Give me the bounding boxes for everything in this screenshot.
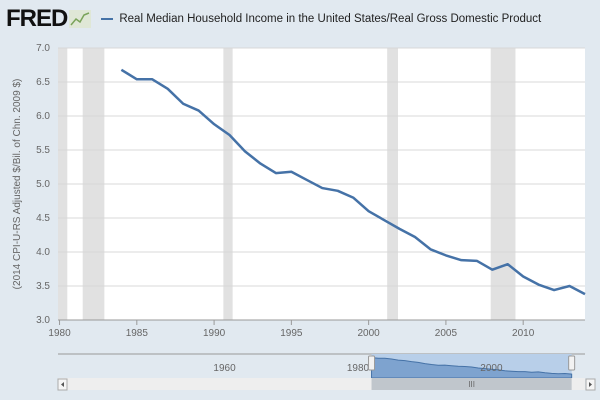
data-point[interactable] (365, 207, 373, 215)
data-point[interactable] (164, 85, 172, 93)
data-point[interactable] (210, 120, 218, 128)
data-point[interactable] (396, 225, 404, 233)
data-point[interactable] (287, 168, 295, 176)
data-point[interactable] (519, 272, 527, 280)
x-tick-label: 2005 (435, 328, 458, 339)
y-tick-label: 4.5 (36, 213, 50, 224)
legend-label: Real Median Household Income in the Unit… (119, 13, 542, 25)
x-tick-label: 2000 (358, 328, 381, 339)
y-tick-label: 7.0 (36, 43, 50, 54)
data-point[interactable] (473, 257, 481, 265)
x-tick-label: 2010 (512, 328, 535, 339)
navigator-handle-left[interactable] (368, 355, 376, 371)
scrollbar-thumb[interactable] (371, 378, 572, 390)
legend-item[interactable]: Real Median Household Income in the Unit… (101, 13, 541, 25)
y-axis-label: (2014 CPI-U-RS Adjusted $/Bil. of Chn. 2… (12, 79, 23, 290)
data-point[interactable] (303, 176, 311, 184)
data-point[interactable] (488, 266, 496, 274)
line-chart-icon (69, 10, 92, 28)
x-tick-label: 1980 (48, 328, 71, 339)
arrow-left-icon (61, 382, 64, 387)
y-tick-label: 6.0 (36, 111, 50, 122)
navigator-label: 1980 (347, 363, 370, 374)
y-tick-label: 6.5 (36, 77, 50, 88)
data-point[interactable] (457, 256, 465, 264)
x-tick-label: 1990 (203, 328, 226, 339)
series-line[interactable] (120, 68, 586, 296)
fred-logo: FRED (6, 5, 68, 32)
navigator-label: 2000 (480, 363, 503, 374)
arrow-right-icon (589, 382, 592, 387)
data-point[interactable] (411, 233, 419, 241)
data-point[interactable] (318, 184, 326, 192)
navigator-handle-right[interactable] (568, 355, 576, 371)
data-point[interactable] (550, 286, 558, 294)
data-point[interactable] (256, 160, 264, 168)
data-point[interactable] (442, 251, 450, 259)
data-point[interactable] (272, 169, 280, 177)
data-point[interactable] (241, 147, 249, 155)
legend-swatch (101, 18, 114, 20)
data-point[interactable] (426, 245, 434, 253)
data-point[interactable] (226, 131, 234, 139)
x-tick-label: 1995 (280, 328, 303, 339)
data-point[interactable] (349, 194, 357, 202)
scrollbar-grip: III (468, 380, 475, 389)
y-tick-label: 5.0 (36, 179, 50, 190)
data-point[interactable] (133, 75, 141, 83)
data-point[interactable] (148, 75, 156, 83)
x-tick-label: 1985 (126, 328, 149, 339)
y-tick-label: 3.0 (36, 315, 50, 326)
data-point[interactable] (566, 282, 574, 290)
data-point[interactable] (380, 216, 388, 224)
navigator-series (371, 357, 573, 379)
data-point[interactable] (504, 260, 512, 268)
data-point[interactable] (117, 66, 125, 74)
data-point[interactable] (334, 187, 342, 195)
data-point[interactable] (195, 107, 203, 115)
chart-header: FRED Real Median Household Income in the… (6, 5, 541, 32)
navigator-label: 1960 (213, 363, 236, 374)
data-point[interactable] (581, 290, 589, 298)
y-tick-label: 3.5 (36, 281, 50, 292)
y-tick-label: 5.5 (36, 145, 50, 156)
data-point[interactable] (535, 281, 543, 289)
y-tick-label: 4.0 (36, 247, 50, 258)
data-point[interactable] (179, 100, 187, 108)
